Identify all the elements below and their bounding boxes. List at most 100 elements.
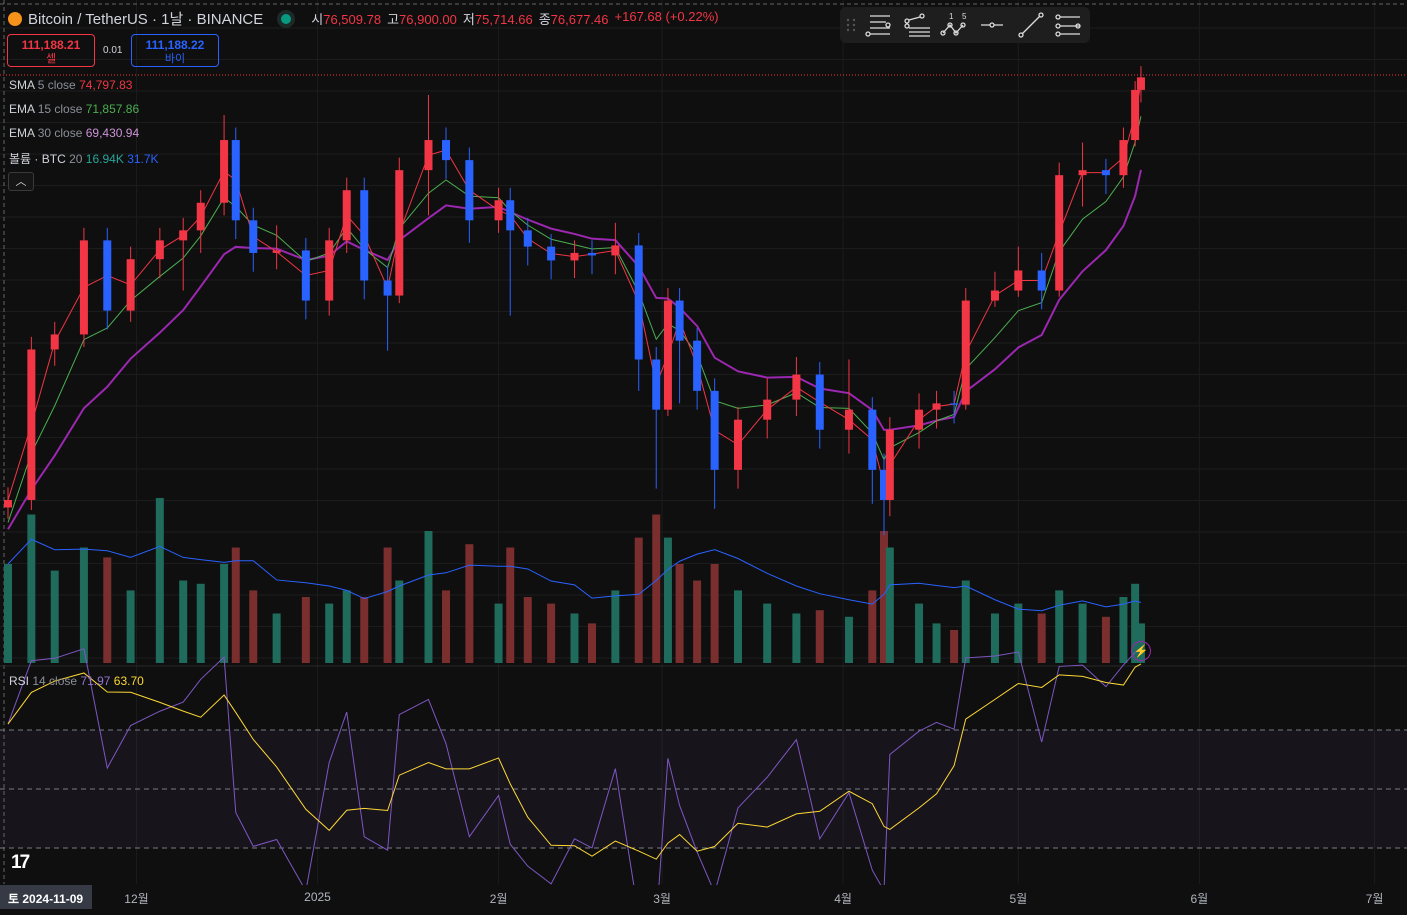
- volume-bar: [675, 564, 684, 663]
- volume-bar: [272, 613, 281, 663]
- candle-body: [932, 403, 941, 410]
- drag-handle-icon[interactable]: [846, 17, 856, 33]
- rsi-ma-line: [7, 663, 1142, 860]
- volume-bar: [815, 610, 824, 663]
- volume-bar: [249, 590, 258, 663]
- horizontal-ray-icon[interactable]: [978, 11, 1008, 39]
- volume-bar: [442, 590, 450, 663]
- change-value: +167.68 (+0.22%): [614, 9, 719, 24]
- legend-rsi[interactable]: RSI 14 close 71.97 63.70: [9, 674, 144, 688]
- symbol-title[interactable]: Bitcoin / TetherUS · 1날 · BINANCE: [28, 11, 264, 28]
- candle-body: [693, 340, 702, 391]
- candle-body: [570, 252, 579, 261]
- candle-body: [494, 200, 503, 221]
- pitchfork-icon[interactable]: [902, 11, 932, 39]
- volume-bar: [710, 564, 719, 663]
- volume-bar: [465, 544, 474, 663]
- candle-body: [231, 140, 240, 221]
- ema15-line: [7, 116, 1142, 523]
- candle-body: [915, 409, 924, 430]
- fib-retracement-icon[interactable]: [864, 11, 894, 39]
- volume-bar: [27, 514, 36, 663]
- candle-body: [588, 252, 596, 256]
- legend-ema15[interactable]: EMA 15 close 71,857.86: [9, 102, 140, 116]
- volume-bar: [1101, 616, 1110, 663]
- volume-bar: [1078, 603, 1087, 663]
- candle-body: [301, 250, 310, 301]
- volume-bar: [792, 613, 801, 663]
- volume-bar: [570, 613, 579, 663]
- volume-bar: [50, 570, 59, 663]
- candle-body: [442, 140, 450, 161]
- volume-bar: [868, 590, 877, 663]
- candle-body: [950, 403, 959, 405]
- price-chart[interactable]: [0, 0, 1407, 885]
- candle-body: [792, 374, 801, 400]
- candle-body: [885, 429, 894, 500]
- candle-body: [342, 190, 351, 241]
- candle-body: [652, 359, 661, 410]
- volume-bar: [1055, 590, 1064, 663]
- volume-bar: [196, 583, 205, 663]
- candle-body: [50, 334, 59, 350]
- time-tick-label: 12월: [124, 892, 149, 906]
- candle-body: [249, 220, 258, 253]
- volume-bar: [4, 564, 12, 663]
- volume-bar: [231, 547, 240, 663]
- tradingview-logo[interactable]: 17: [11, 852, 30, 873]
- volume-bar: [763, 603, 772, 663]
- legend-sma[interactable]: SMA 5 close 74,797.83: [9, 78, 133, 92]
- volume-bar: [844, 616, 853, 663]
- time-tick-label: 5월: [1009, 892, 1028, 906]
- sell-button[interactable]: 111,188.21 셀: [7, 34, 95, 67]
- alert-bolt-icon[interactable]: ⚡: [1131, 641, 1151, 661]
- volume-bar: [880, 531, 888, 663]
- volume-bar: [932, 623, 941, 663]
- ema30-line: [7, 169, 1142, 530]
- cursor-date-label: 토 2024-11-09: [0, 885, 92, 909]
- candle-body: [395, 170, 404, 296]
- candle-body: [611, 245, 620, 256]
- candle-body: [360, 190, 369, 281]
- volume-ma-line: [7, 538, 1142, 612]
- volume-bar: [1014, 603, 1023, 663]
- candle-body: [4, 499, 12, 508]
- legend-volume[interactable]: 볼륨 · BTC 20 16.94K 31.7K: [9, 152, 159, 166]
- volume-bar: [1131, 583, 1140, 663]
- bitcoin-logo-icon: [8, 11, 22, 26]
- quantity-value[interactable]: 0.01: [103, 45, 123, 56]
- volume-bar: [693, 580, 702, 663]
- volume-bar: [652, 514, 661, 663]
- market-open-icon: [281, 13, 292, 24]
- candle-body: [272, 250, 281, 253]
- volume-bar: [611, 590, 620, 663]
- trend-line-icon[interactable]: [1016, 11, 1046, 39]
- candle-body: [663, 300, 672, 410]
- volume-bar: [663, 537, 672, 663]
- legend-ema30[interactable]: EMA 30 close 69,430.94: [9, 126, 140, 140]
- volume-bar: [79, 547, 88, 663]
- candle-body: [1055, 175, 1064, 291]
- volume-bar: [1037, 613, 1046, 663]
- candle-body: [634, 245, 643, 360]
- volume-bar: [588, 623, 596, 663]
- candle-body: [465, 160, 474, 221]
- volume-bar: [342, 590, 351, 663]
- svg-text:5: 5: [962, 12, 967, 21]
- volume-bar: [961, 580, 970, 663]
- candle-body: [220, 140, 229, 203]
- collapse-legend-button[interactable]: ︿: [8, 172, 34, 191]
- buy-button[interactable]: 111,188.22 바이: [131, 34, 219, 67]
- time-axis[interactable]: 12월 2025 2월 3월 4월 5월 6월 7월: [0, 884, 1407, 915]
- candle-body: [325, 240, 334, 301]
- candle-body: [547, 246, 556, 261]
- candle-body: [79, 240, 88, 335]
- time-tick-label: 2025: [304, 890, 331, 904]
- candle-body: [868, 409, 877, 470]
- volume-bar: [990, 613, 999, 663]
- volume-bar: [494, 603, 503, 663]
- candle-body: [1119, 140, 1128, 176]
- rsi-line: [7, 648, 1142, 885]
- regression-trend-icon[interactable]: [1054, 11, 1084, 39]
